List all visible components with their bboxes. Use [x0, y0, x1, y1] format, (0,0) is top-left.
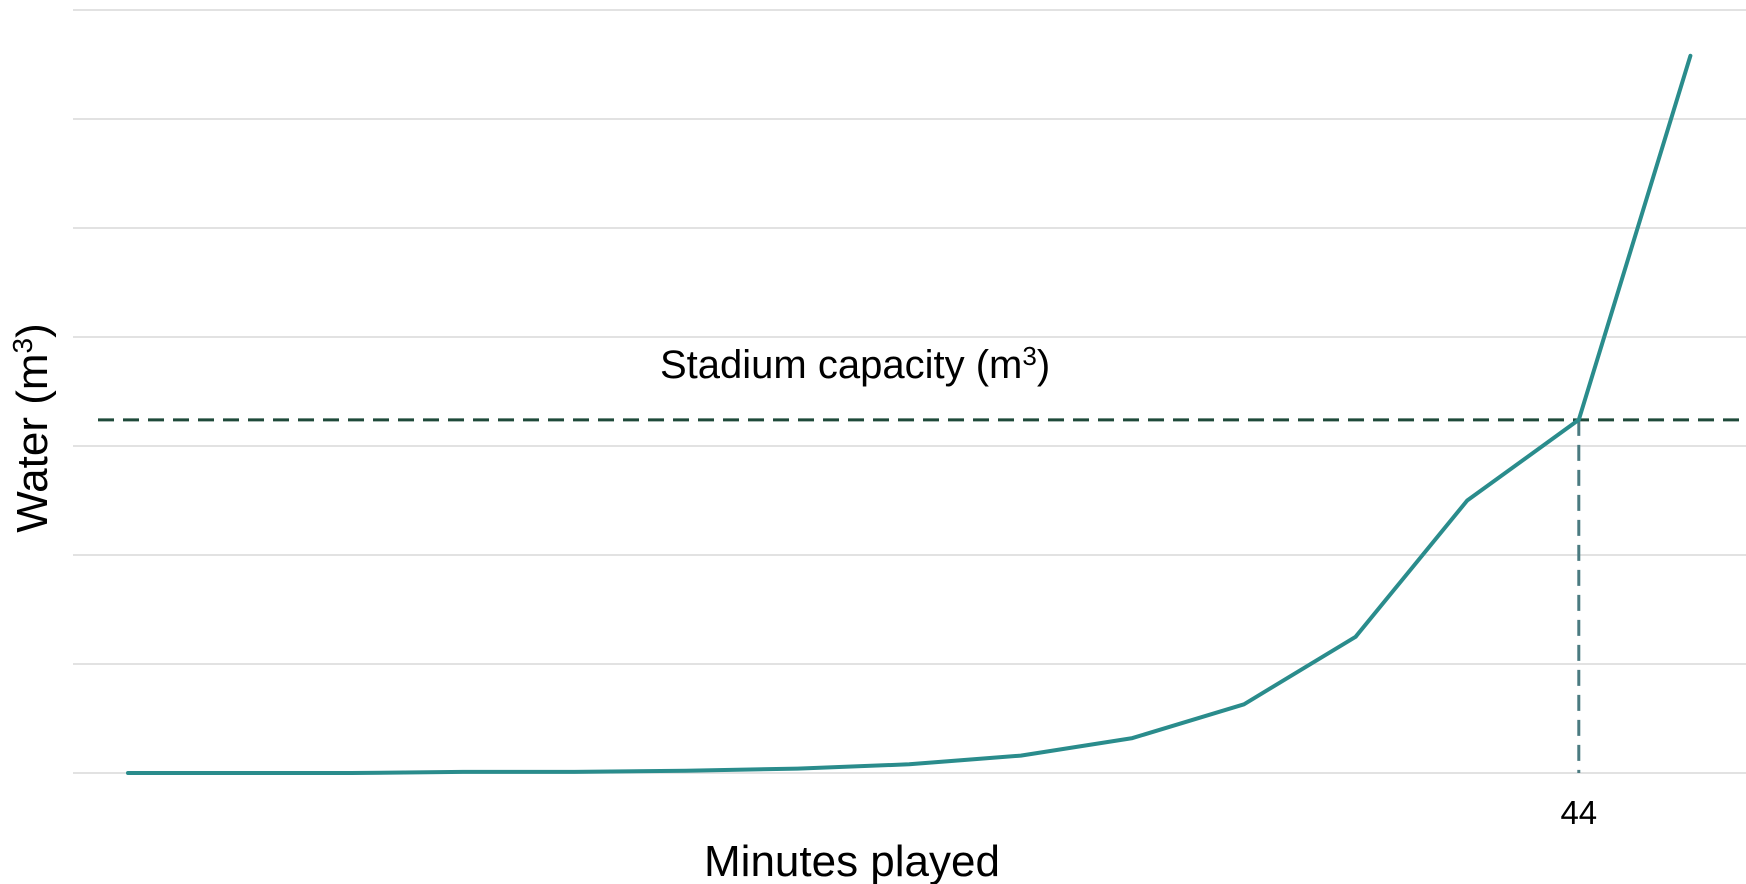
x-tick-label-44: 44 [1560, 794, 1597, 831]
x-axis-title: Minutes played [704, 837, 1000, 884]
y-axis-title: Water (m3) [7, 323, 57, 532]
capacity-label: Stadium capacity (m3) [660, 341, 1050, 387]
series-line [126, 53, 1693, 775]
gridlines [73, 9, 1746, 774]
